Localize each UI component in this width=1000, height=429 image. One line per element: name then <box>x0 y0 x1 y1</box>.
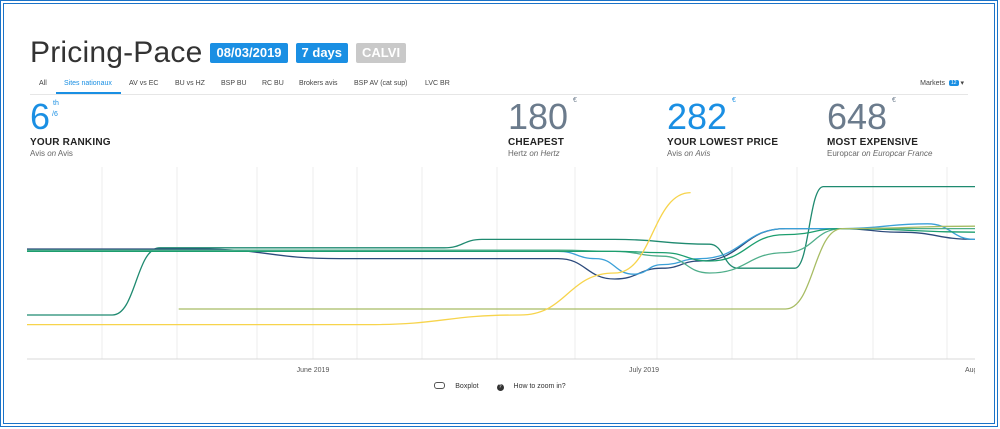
series-line[interactable] <box>178 225 975 310</box>
ranking-sup-bottom: /6 <box>52 111 58 118</box>
series-line[interactable] <box>27 191 691 326</box>
x-tick-label: June 2019 <box>297 367 330 374</box>
cheapest-label: CHEAPEST <box>508 137 565 148</box>
kpi-most-expensive: 648 € MOST EXPENSIVE Europcar on Europca… <box>827 96 932 159</box>
page-title: Pricing-Pace <box>30 36 203 69</box>
boxplot-label: Boxplot <box>455 383 479 390</box>
expensive-sub-on: on <box>861 149 871 158</box>
window-frame-inner <box>3 3 995 424</box>
kpi-ranking: 6 th /6 YOUR RANKING Avis on Avis <box>30 96 111 159</box>
expensive-value: 648 <box>827 96 888 137</box>
lowest-currency: € <box>732 97 736 104</box>
expensive-sub: Europcar on Europcar France <box>827 149 932 158</box>
tab-bar: All Sites nationaux AV vs EC BU vs HZ BS… <box>30 76 968 95</box>
cheapest-currency: € <box>573 97 577 104</box>
cheapest-sub: Hertz on Hertz <box>508 149 568 158</box>
cheapest-value: 180 <box>508 96 569 137</box>
expensive-sub-main: Europcar <box>827 149 860 158</box>
expensive-label: MOST EXPENSIVE <box>827 137 919 148</box>
ranking-sub-on: on <box>47 149 57 158</box>
date-badge[interactable]: 08/03/2019 <box>210 43 288 63</box>
ranking-sub: Avis on Avis <box>30 149 111 158</box>
tab-bu-vs-hz[interactable]: BU vs HZ <box>175 80 205 87</box>
ranking-sub-site: Avis <box>57 149 73 158</box>
cheapest-sub-main: Hertz <box>508 149 528 158</box>
tab-all[interactable]: All <box>39 80 47 87</box>
chevron-down-icon: ▾ <box>960 80 964 87</box>
tab-lvc-br[interactable]: LVC BR <box>425 80 450 87</box>
ranking-value: 6 <box>30 96 51 137</box>
lowest-sub-main: Avis <box>667 149 682 158</box>
ranking-sub-main: Avis <box>30 149 45 158</box>
ranking-label: YOUR RANKING <box>30 137 111 148</box>
tab-bsp-bu[interactable]: BSP BU <box>221 80 247 87</box>
lowest-sub-on: on <box>684 149 694 158</box>
x-tick-label: July 2019 <box>629 367 659 374</box>
lowest-value: 282 <box>667 96 728 137</box>
markets-dropdown[interactable]: Markets 12 ▾ <box>920 79 964 87</box>
series-line[interactable] <box>27 227 975 262</box>
lowest-label: YOUR LOWEST PRICE <box>667 137 779 148</box>
active-tab-indicator <box>56 92 121 94</box>
tab-brokers-avis[interactable]: Brokers avis <box>299 80 338 87</box>
expensive-sub-site: Europcar France <box>872 149 933 158</box>
tab-av-vs-ec[interactable]: AV vs EC <box>129 80 159 87</box>
cheapest-sub-site: Hertz <box>540 149 560 158</box>
toggle-icon <box>434 382 446 389</box>
boxplot-toggle[interactable]: Boxplot <box>430 382 482 390</box>
location-badge[interactable]: CALVI <box>356 43 407 63</box>
series-line[interactable] <box>27 185 975 316</box>
expensive-currency: € <box>892 97 896 104</box>
lowest-sub-site: Avis <box>695 149 711 158</box>
page-header: Pricing-Pace 08/03/2019 7 days CALVI <box>30 33 407 73</box>
ranking-sup-top: th <box>53 100 59 107</box>
tab-sites-nationaux[interactable]: Sites nationaux <box>64 80 112 87</box>
kpi-lowest-price: 282 € YOUR LOWEST PRICE Avis on Avis <box>667 96 779 159</box>
question-icon: ? <box>496 384 504 391</box>
x-tick-label: August 2019 <box>965 367 975 374</box>
zoom-help-link[interactable]: ? How to zoom in? <box>493 383 570 391</box>
lowest-sub: Avis on Avis <box>667 149 778 158</box>
series-line[interactable] <box>27 227 975 280</box>
chart-footer: Boxplot ? How to zoom in? <box>0 382 1000 391</box>
tab-bsp-av-cat-sup[interactable]: BSP AV (cat sup) <box>354 80 408 87</box>
pricing-pace-chart[interactable]: June 2019 July 2019 August 2019 <box>27 167 975 375</box>
markets-count-badge: 12 <box>948 80 959 86</box>
duration-badge[interactable]: 7 days <box>295 43 349 63</box>
cheapest-sub-on: on <box>529 149 539 158</box>
markets-label: Markets <box>920 80 946 87</box>
kpi-cheapest: 180 € CHEAPEST Hertz on Hertz <box>508 96 577 159</box>
zoom-help-label: How to zoom in? <box>513 383 566 390</box>
tab-rc-bu[interactable]: RC BU <box>262 80 284 87</box>
